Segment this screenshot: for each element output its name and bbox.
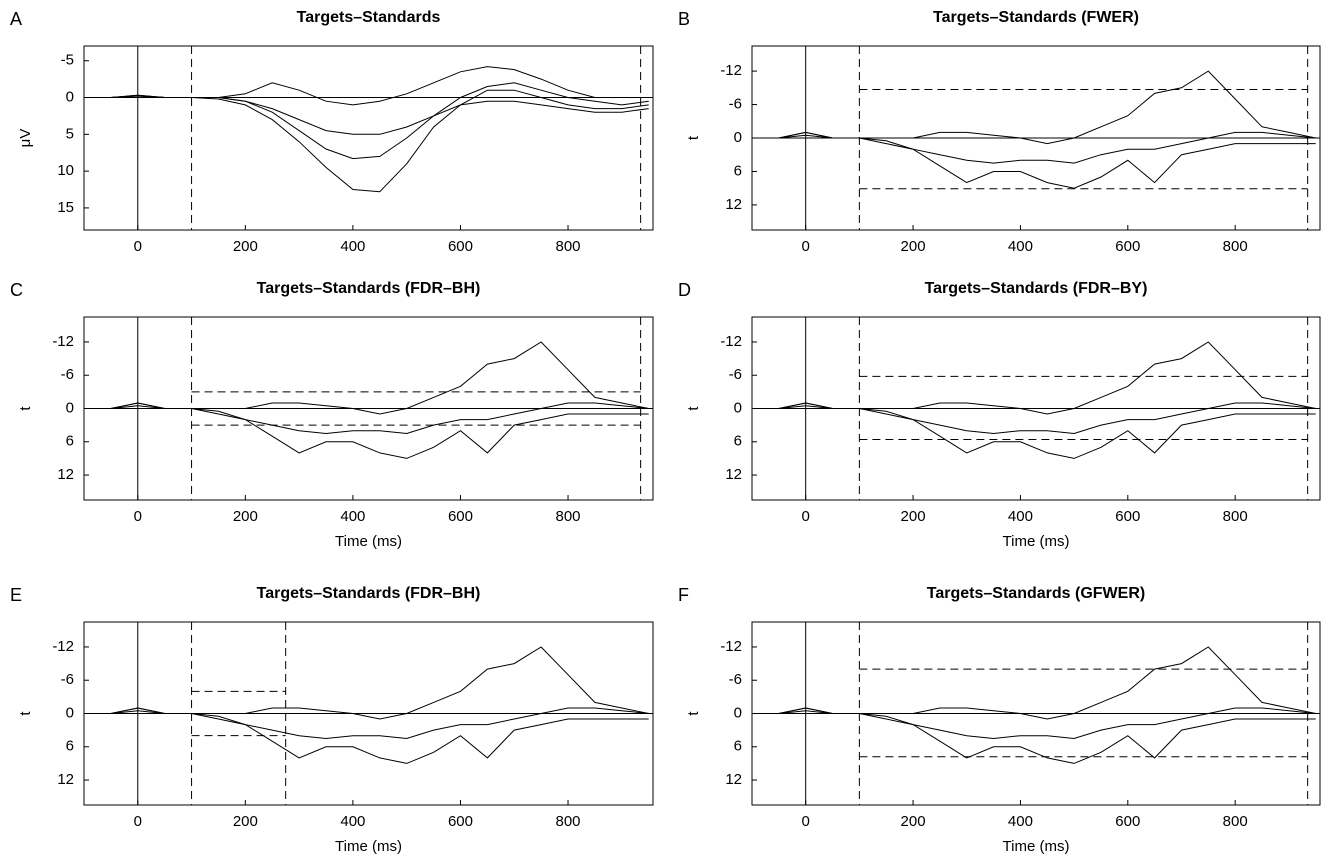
x-tick-label: 400	[1008, 238, 1033, 255]
panel-letter: C	[10, 280, 23, 300]
x-tick-label: 400	[340, 508, 365, 525]
x-tick-label: 800	[556, 238, 581, 255]
y-tick-label: -5	[61, 52, 74, 69]
y-tick-label: 0	[66, 88, 74, 105]
x-tick-label: 0	[134, 813, 142, 830]
trace	[752, 341, 1316, 415]
x-tick-label: 400	[1008, 813, 1033, 830]
y-tick-label: 12	[725, 466, 742, 483]
panel-letter: B	[678, 9, 690, 29]
panel-letter: D	[678, 280, 691, 300]
trace	[752, 646, 1316, 720]
trace	[752, 707, 1316, 740]
x-tick-label: 600	[1115, 508, 1140, 525]
trace	[84, 66, 649, 106]
y-axis-label: t	[685, 406, 702, 411]
y-tick-label: 12	[725, 196, 742, 213]
y-axis-label: t	[17, 406, 34, 411]
y-axis-label: t	[17, 711, 34, 716]
x-axis-label: Time (ms)	[335, 533, 402, 550]
panel-letter: E	[10, 585, 22, 605]
y-tick-label: 0	[734, 704, 742, 721]
x-tick-label: 800	[1223, 508, 1248, 525]
y-tick-label: 0	[734, 129, 742, 146]
x-tick-label: 200	[901, 508, 926, 525]
x-tick-label: 400	[340, 813, 365, 830]
y-tick-label: 6	[734, 433, 742, 450]
x-tick-label: 800	[556, 813, 581, 830]
panel-title: Targets–Standards (FDR–BH)	[257, 280, 481, 297]
panel-letter: F	[678, 585, 689, 605]
y-axis-label: t	[685, 711, 702, 716]
y-tick-label: -6	[61, 671, 74, 688]
x-tick-label: 200	[233, 813, 258, 830]
y-tick-label: 6	[66, 433, 74, 450]
x-tick-label: 200	[901, 813, 926, 830]
y-tick-label: 12	[57, 466, 74, 483]
x-tick-label: 0	[802, 508, 810, 525]
y-tick-label: 5	[66, 125, 74, 142]
y-tick-label: 0	[66, 399, 74, 416]
y-tick-label: -12	[720, 333, 742, 350]
y-tick-label: 15	[57, 199, 74, 216]
panel-letter: A	[10, 9, 22, 29]
x-tick-label: 0	[134, 508, 142, 525]
x-tick-label: 800	[1223, 238, 1248, 255]
y-axis-label: t	[685, 135, 702, 140]
x-tick-label: 600	[448, 238, 473, 255]
y-tick-label: -12	[52, 638, 74, 655]
x-tick-label: 400	[1008, 508, 1033, 525]
y-tick-label: -6	[729, 366, 742, 383]
x-tick-label: 600	[448, 813, 473, 830]
panel-title: Targets–Standards (GFWER)	[927, 585, 1145, 602]
trace	[84, 341, 649, 415]
y-tick-label: 6	[734, 738, 742, 755]
panel-title: Targets–Standards (FDR–BH)	[257, 585, 481, 602]
y-tick-label: -6	[729, 671, 742, 688]
x-tick-label: 800	[556, 508, 581, 525]
trace	[84, 82, 649, 160]
x-tick-label: 200	[233, 238, 258, 255]
x-tick-label: 800	[1223, 813, 1248, 830]
y-tick-label: 6	[734, 162, 742, 179]
trace	[752, 131, 1316, 164]
x-tick-label: 200	[901, 238, 926, 255]
trace	[84, 89, 649, 193]
x-axis-label: Time (ms)	[1003, 838, 1070, 855]
panel-title: Targets–Standards (FDR–BY)	[925, 280, 1148, 297]
x-tick-label: 200	[233, 508, 258, 525]
x-tick-label: 600	[448, 508, 473, 525]
x-tick-label: 0	[802, 813, 810, 830]
y-tick-label: 10	[57, 162, 74, 179]
x-tick-label: 0	[134, 238, 142, 255]
y-tick-label: -6	[729, 96, 742, 113]
x-tick-label: 600	[1115, 813, 1140, 830]
y-tick-label: -6	[61, 366, 74, 383]
y-axis-label: μV	[17, 129, 34, 148]
x-tick-label: 0	[802, 238, 810, 255]
panel-title: Targets–Standards (FWER)	[933, 9, 1139, 26]
y-tick-label: 6	[66, 738, 74, 755]
x-axis-label: Time (ms)	[1003, 533, 1070, 550]
panel-title: Targets–Standards	[297, 9, 441, 26]
y-tick-label: -12	[720, 62, 742, 79]
y-tick-label: -12	[52, 333, 74, 350]
x-axis-label: Time (ms)	[335, 838, 402, 855]
trace	[752, 70, 1316, 145]
y-tick-label: -12	[720, 638, 742, 655]
trace	[84, 402, 649, 435]
plot-frame	[83, 45, 654, 231]
x-tick-label: 400	[340, 238, 365, 255]
trace	[84, 707, 649, 740]
y-tick-label: 0	[66, 704, 74, 721]
x-tick-label: 600	[1115, 238, 1140, 255]
trace	[84, 646, 649, 720]
y-tick-label: 12	[725, 771, 742, 788]
y-tick-label: 0	[734, 399, 742, 416]
trace	[84, 95, 649, 135]
y-tick-label: 12	[57, 771, 74, 788]
trace	[752, 402, 1316, 435]
